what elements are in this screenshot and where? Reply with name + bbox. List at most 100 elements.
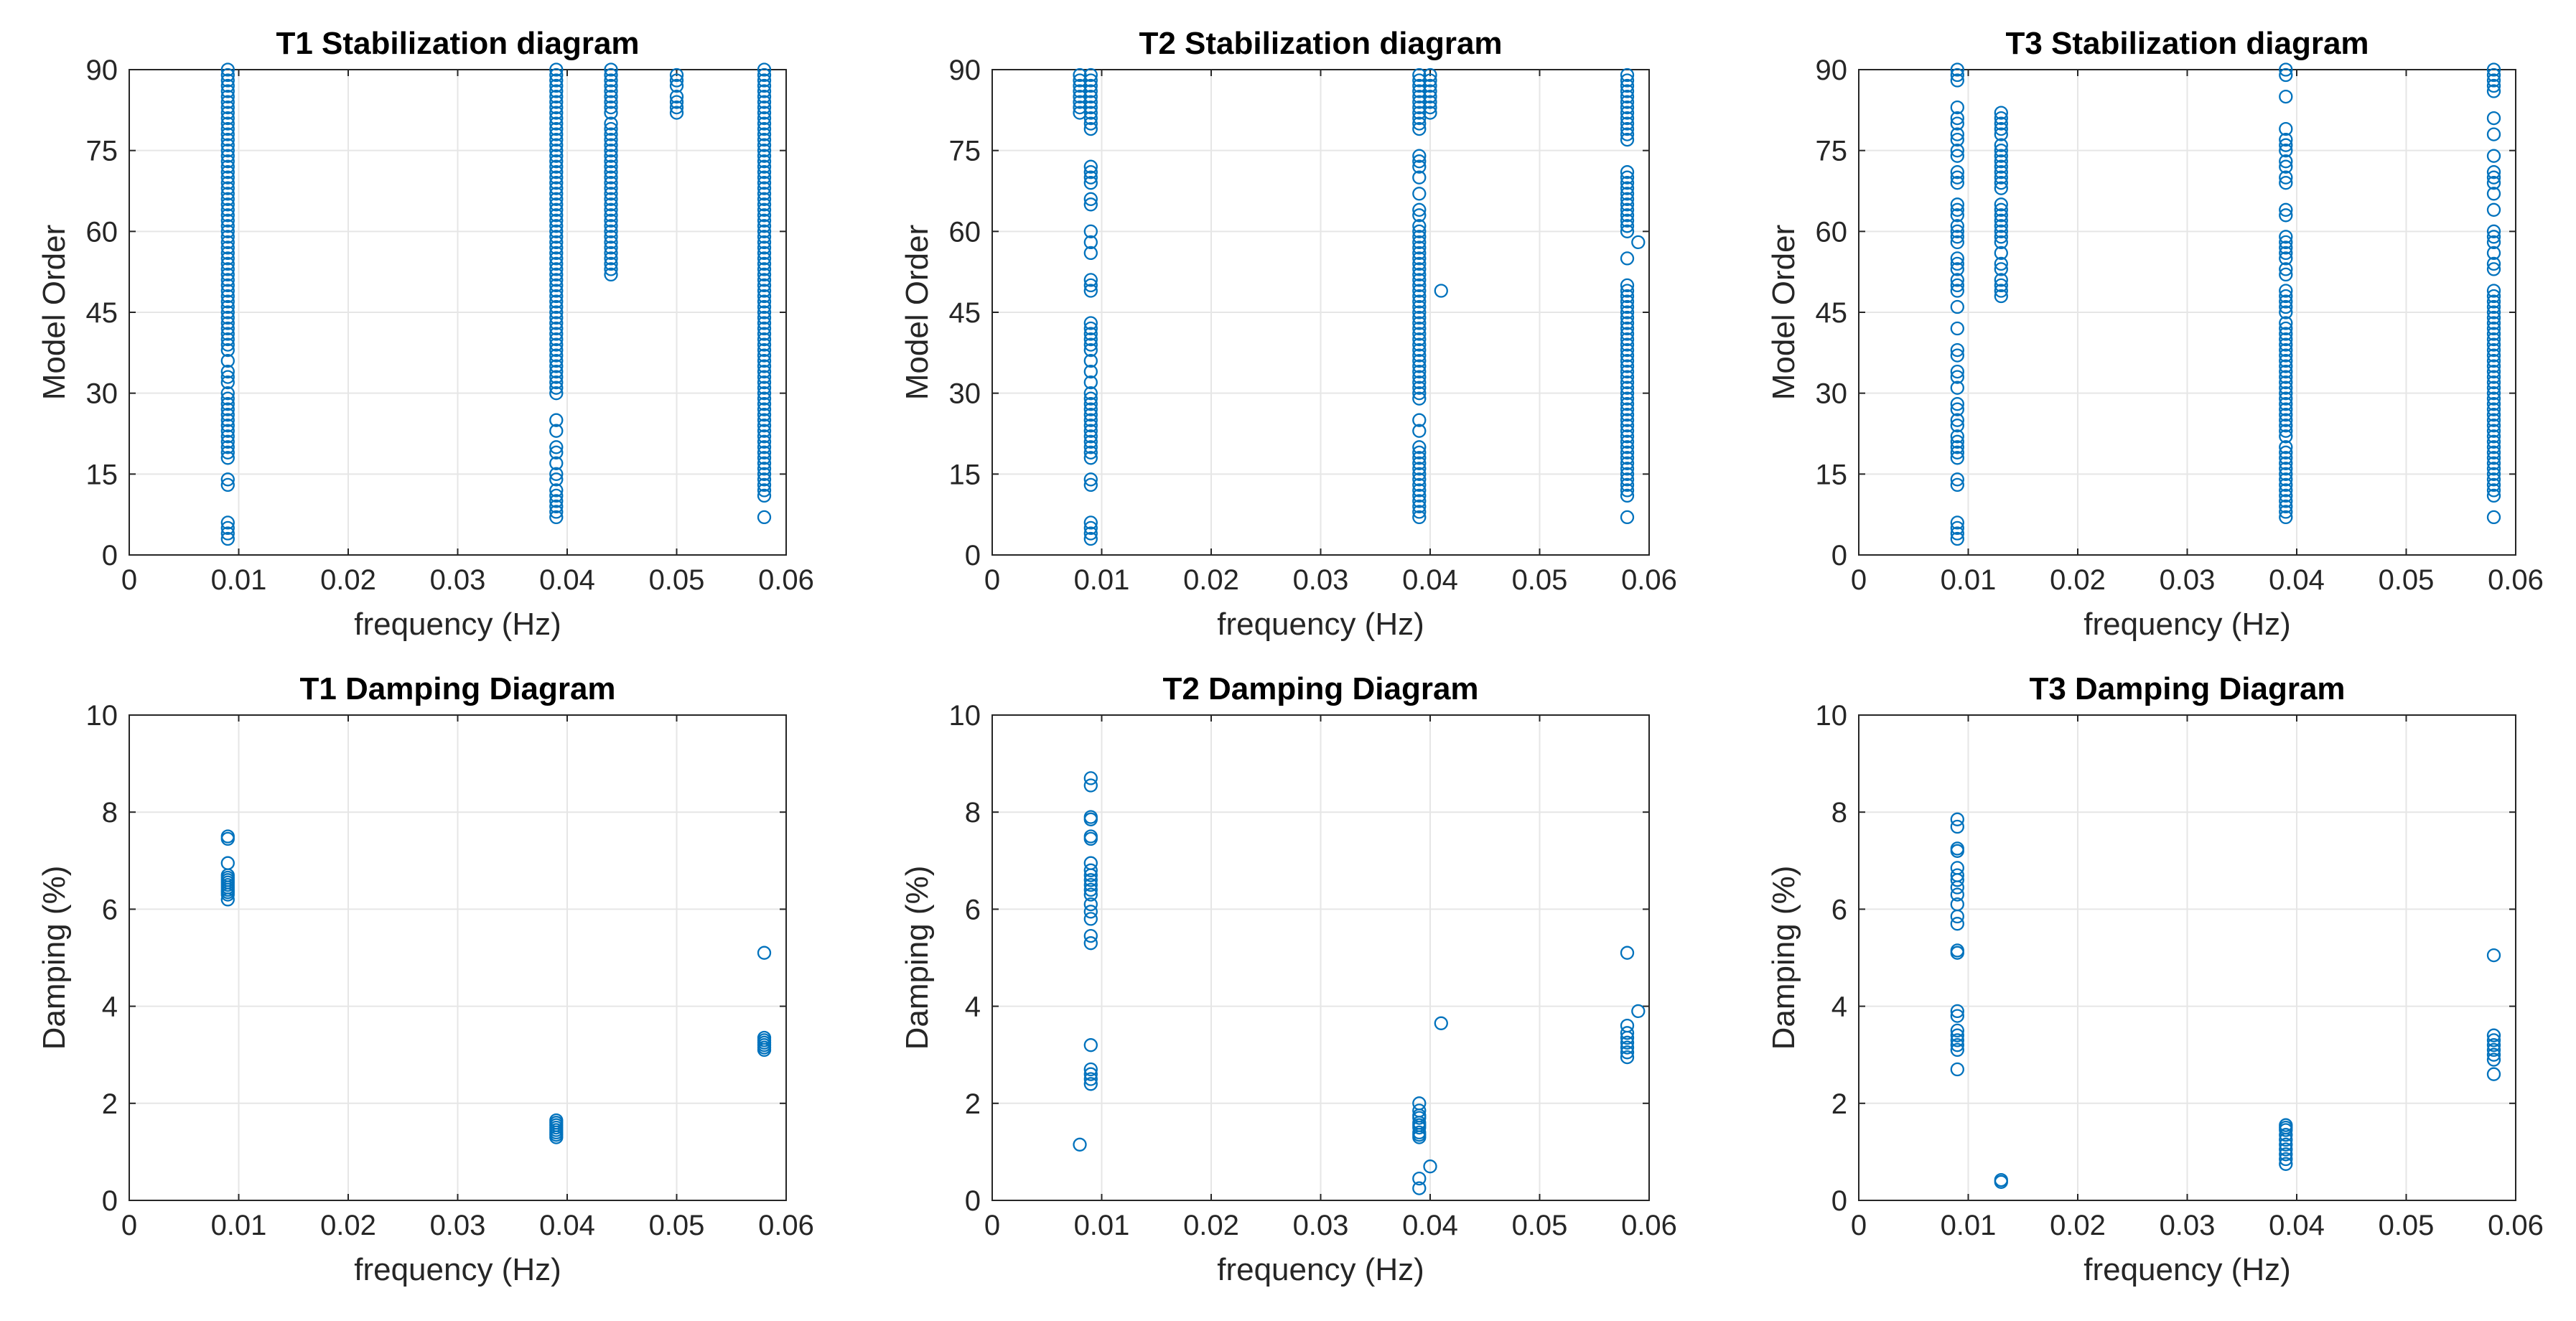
- t3-stabilization-data-point: [1994, 144, 2008, 158]
- t3-stabilization-data-point: [2279, 132, 2293, 147]
- t3-stabilization-data-point: [2279, 451, 2293, 465]
- t1-stabilization-data-point: [549, 176, 564, 190]
- t2-stabilization-y-tick-label: 15: [949, 459, 981, 490]
- t2-stabilization-data-point: [1631, 235, 1646, 250]
- t2-stabilization-data-point: [1620, 370, 1635, 384]
- t1-stabilization-data-point: [669, 95, 684, 109]
- t2-stabilization-data-point: [1434, 284, 1448, 298]
- t1-stabilization-data-point: [549, 381, 564, 395]
- t3-stabilization-x-tick-label: 0.06: [2488, 564, 2544, 596]
- t2-stabilization-data-point: [1412, 327, 1427, 341]
- t2-stabilization-data-point: [1412, 106, 1427, 120]
- t3-stabilization-data-point: [1950, 381, 1964, 395]
- t1-damping-y-tick-label: 8: [102, 797, 118, 828]
- t3-damping-data-point: [1950, 897, 1964, 912]
- t1-stabilization-data-point: [549, 294, 564, 309]
- t2-stabilization-data-point: [1620, 364, 1635, 379]
- t1-stabilization-data-point: [757, 424, 772, 438]
- t2-stabilization-data-point: [1412, 445, 1427, 459]
- t1-stabilization-chart: 0 0.01 0.02 0.03 0.04 0.05 0.06 0 15 30 45 60 75 90 T1…: [37, 26, 814, 642]
- t1-stabilization-data-point: [757, 337, 772, 352]
- t1-stabilization-data-point: [220, 219, 235, 233]
- t3-damping-x-axis-label: frequency (Hz): [2083, 1252, 2291, 1287]
- t1-stabilization-data-point: [549, 154, 564, 169]
- t3-stabilization-data-point: [2279, 391, 2293, 406]
- t1-stabilization-data-point: [757, 429, 772, 444]
- t1-stabilization-data-point: [220, 472, 235, 487]
- t3-stabilization-data-point: [1994, 165, 2008, 179]
- t1-stabilization-data-point: [220, 299, 235, 314]
- t1-damping-data-point: [220, 856, 235, 870]
- t2-stabilization-y-tick-label: 90: [949, 55, 981, 86]
- t3-stabilization-data-point: [1950, 235, 1964, 250]
- t1-stabilization-data-point: [757, 192, 772, 206]
- t2-damping-data-point: [1434, 1016, 1448, 1030]
- t2-stabilization-data-point: [1620, 100, 1635, 115]
- t3-stabilization-data-point: [2279, 440, 2293, 454]
- t1-damping-chart: 0 0.01 0.02 0.03 0.04 0.05 0.06 0 2 4 6 8 10 T1 Dampi…: [37, 671, 814, 1287]
- t1-stabilization-data-point: [220, 289, 235, 304]
- t3-stabilization-data-point: [2279, 445, 2293, 459]
- t1-stabilization-data-point: [549, 289, 564, 304]
- t2-stabilization-data-point: [1412, 202, 1427, 217]
- t3-stabilization-data-point: [2279, 505, 2293, 519]
- t1-stabilization-data-point: [604, 116, 618, 131]
- t1-stabilization-data-point: [757, 267, 772, 282]
- t3-stabilization-data-point: [1994, 289, 2008, 304]
- t1-stabilization-data-point: [220, 321, 235, 336]
- t1-stabilization-data-point: [220, 397, 235, 411]
- t3-damping-x-tick-label: 0.03: [2160, 1210, 2216, 1241]
- t2-stabilization-data-point: [1083, 273, 1098, 287]
- t2-stabilization-data-point: [1083, 159, 1098, 174]
- t1-stabilization-data-point: [757, 467, 772, 481]
- t3-stabilization-data-point: [1994, 121, 2008, 136]
- t2-stabilization-data-point: [1620, 213, 1635, 228]
- t1-damping-data-point: [757, 1030, 772, 1045]
- t3-stabilization-data-point: [2279, 419, 2293, 433]
- t2-stabilization-data-point: [1620, 192, 1635, 206]
- t2-damping-data-point: [1083, 856, 1098, 870]
- t2-stabilization-data-point: [1083, 235, 1098, 250]
- t2-damping-data-point: [1083, 877, 1098, 892]
- t1-stabilization-data-point: [604, 144, 618, 158]
- t1-stabilization-data-point: [757, 106, 772, 120]
- t3-stabilization-data-point: [2279, 138, 2293, 152]
- t3-stabilization-data-point: [1950, 197, 1964, 212]
- t2-stabilization-data-point: [1083, 402, 1098, 416]
- t1-stabilization-data-point: [757, 434, 772, 449]
- t1-stabilization-data-point: [549, 132, 564, 147]
- t3-stabilization-data-point: [1950, 477, 1964, 493]
- t2-stabilization-data-point: [1412, 267, 1427, 282]
- t3-stabilization-data-point: [1950, 165, 1964, 179]
- t3-stabilization-data-point: [2486, 451, 2501, 465]
- t2-stabilization-data-point: [1083, 327, 1098, 341]
- t2-damping-data-point: [1083, 1077, 1098, 1091]
- t1-stabilization-data-point: [549, 456, 564, 470]
- t1-stabilization-data-point: [549, 353, 564, 368]
- t2-stabilization-data-point: [1412, 386, 1427, 401]
- t3-damping-data-point: [1950, 819, 1964, 834]
- t2-stabilization-data-point: [1412, 116, 1427, 131]
- t3-stabilization-data-point: [1950, 176, 1964, 190]
- t1-stabilization-data-point: [604, 219, 618, 233]
- t1-stabilization-data-point: [220, 106, 235, 120]
- t1-stabilization-data-point: [220, 391, 235, 406]
- t1-stabilization-data-point: [604, 251, 618, 266]
- t2-stabilization-y-tick-label: 75: [949, 136, 981, 167]
- t2-stabilization-data-point: [1083, 95, 1098, 109]
- t2-stabilization-data-point: [1083, 375, 1098, 390]
- t1-stabilization-data-point: [220, 370, 235, 384]
- t3-stabilization-data-point: [2279, 246, 2293, 261]
- t2-stabilization-data-point: [1620, 197, 1635, 212]
- t1-stabilization-data-point: [549, 73, 564, 88]
- t2-damping-y-tick-label: 2: [965, 1088, 981, 1120]
- t2-stabilization-x-tick-label: 0.02: [1183, 564, 1239, 596]
- t1-stabilization-data-point: [757, 462, 772, 476]
- t3-stabilization-data-point: [2279, 353, 2293, 368]
- t1-stabilization-data-point: [549, 370, 564, 384]
- t3-damping-data-point: [2279, 1137, 2293, 1152]
- t2-damping-data-point: [1083, 936, 1098, 951]
- t2-damping-data-point: [1083, 863, 1098, 877]
- t3-stabilization-data-point: [1950, 273, 1964, 287]
- t3-stabilization-data-point: [2486, 332, 2501, 347]
